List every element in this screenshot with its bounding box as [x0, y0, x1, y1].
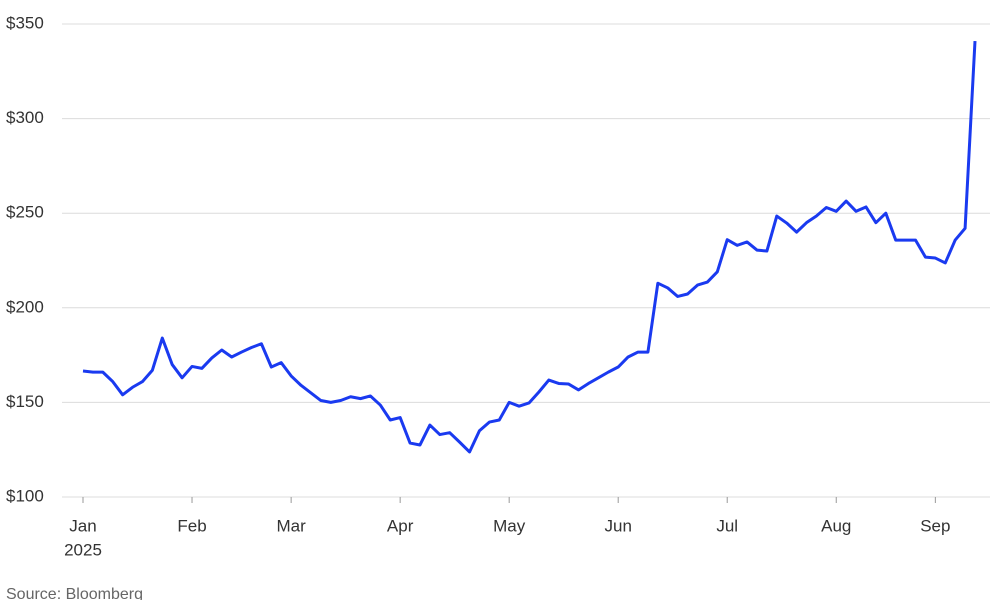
x-tick-label: Sep — [920, 516, 950, 535]
y-tick-label: $250 — [6, 203, 44, 222]
x-tick-label: Aug — [821, 516, 851, 535]
x-tick-label: Jul — [716, 516, 738, 535]
y-tick-label: $350 — [6, 13, 44, 32]
x-tick-label: May — [493, 516, 526, 535]
x-tick-label: Mar — [276, 516, 306, 535]
price-line — [82, 40, 977, 454]
x-tick-label: Feb — [177, 516, 206, 535]
y-tick-label: $200 — [6, 297, 44, 316]
y-tick-label: $300 — [6, 108, 44, 127]
source-note: Source: Bloomberg — [6, 586, 143, 600]
y-tick-label: $100 — [6, 486, 44, 505]
x-tick-label: Jan — [69, 516, 96, 535]
x-tick-label: Apr — [387, 516, 414, 535]
x-tick-label: Jun — [604, 516, 631, 535]
x-year-label: 2025 — [64, 540, 102, 559]
y-tick-label: $150 — [6, 392, 44, 411]
